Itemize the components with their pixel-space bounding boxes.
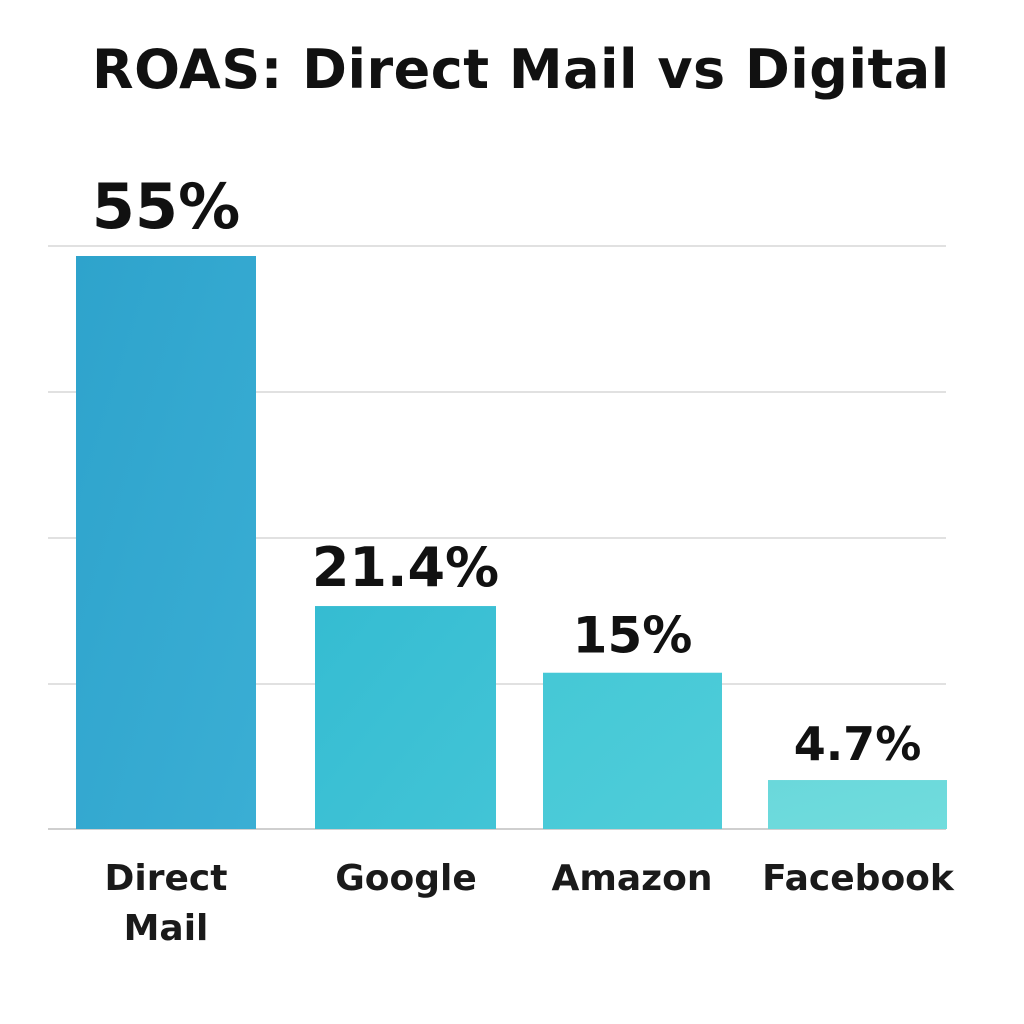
value-label-amazon: 15% <box>573 607 693 665</box>
chart-title: ROAS: Direct Mail vs Digital <box>92 38 950 101</box>
bar-facebook <box>768 780 947 829</box>
bar-amazon <box>543 672 722 829</box>
value-label-facebook: 4.7% <box>794 717 922 771</box>
category-label-facebook: Facebook <box>762 858 955 899</box>
value-labels: 55% 21.4% 15% 4.7% <box>92 170 921 771</box>
value-label-direct-mail: 55% <box>92 170 240 243</box>
category-labels: Direct Mail Google Amazon Facebook <box>105 858 955 949</box>
bar-direct-mail <box>76 256 256 829</box>
value-label-google: 21.4% <box>312 536 499 599</box>
category-label-google: Google <box>335 858 477 899</box>
bar-google <box>315 606 496 829</box>
bars <box>76 256 947 829</box>
category-label-direct-mail: Direct Mail <box>105 858 228 949</box>
category-label-amazon: Amazon <box>552 858 713 899</box>
